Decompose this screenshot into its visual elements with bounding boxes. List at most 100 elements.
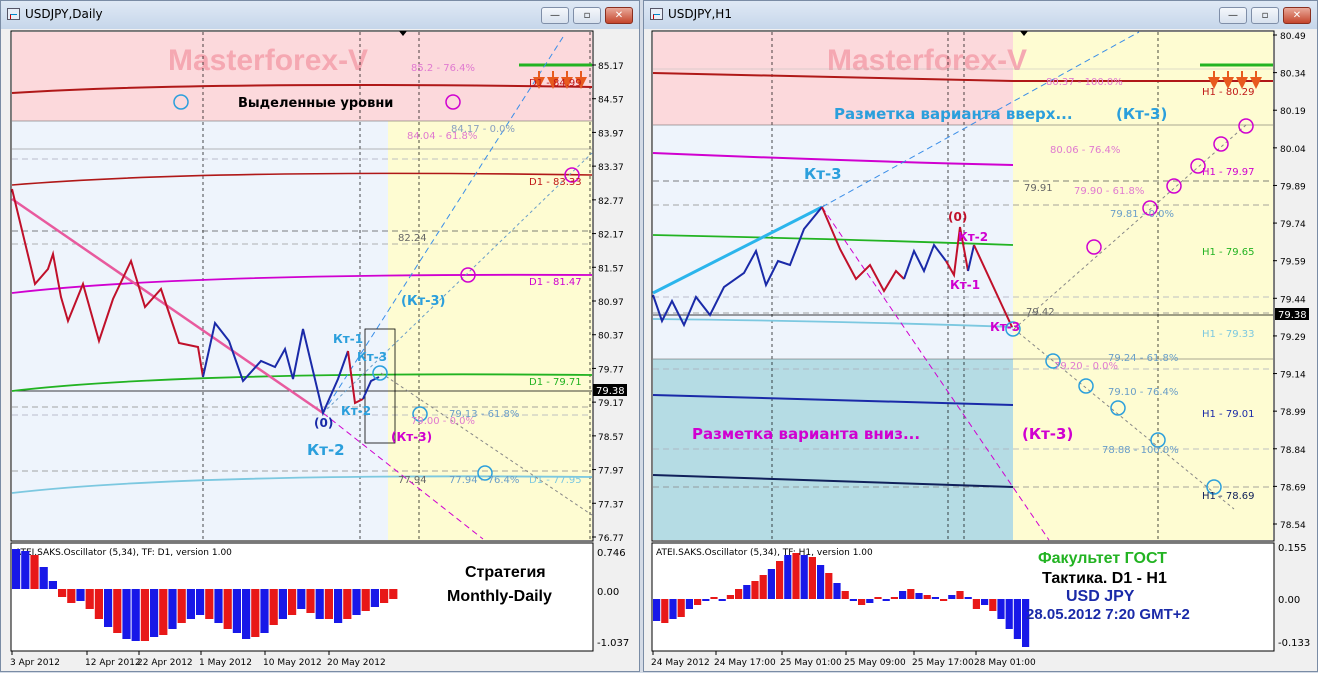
label-h1-79-97: H1 - 79.97 (1202, 167, 1254, 178)
oscillator-bar (940, 599, 948, 601)
footer-datetime: 28.05.2012 7:20 GMT+2 (1026, 606, 1190, 623)
markup-down-label: Разметка варианта вниз... (692, 425, 920, 443)
oscillator-bar (825, 573, 833, 599)
label-kt3: Кт-3 (990, 320, 1020, 334)
right-window-titlebar[interactable]: USDJPY,H1 — ▫ ✕ (644, 1, 1317, 29)
oscillator-bar (168, 589, 177, 629)
label-fib-84-04: 84.04 - 61.8% (407, 131, 477, 142)
oscillator-bar (874, 597, 882, 599)
label-d1-84-99: D1 - 84.99 (529, 78, 582, 89)
selected-levels-label: Выделенные уровни (238, 96, 393, 111)
oscillator-bar (694, 599, 702, 605)
label-kt2-small: Кт-2 (341, 404, 371, 418)
oscillator-bar (759, 575, 767, 599)
oscillator-zero: 0.00 (597, 587, 619, 598)
oscillator-bar (677, 599, 685, 617)
right-chart[interactable]: Masterforex-V (644, 29, 1317, 673)
label-kt3: Кт-3 (357, 350, 387, 364)
oscillator-bar (306, 589, 315, 613)
oscillator-bar (361, 589, 370, 611)
label-kt1: Кт-1 (333, 332, 363, 346)
right-chart-window[interactable]: USDJPY,H1 — ▫ ✕ Masterforex-V (643, 0, 1318, 672)
oscillator-bar (205, 589, 214, 619)
price-tick: 81.57 (598, 264, 624, 274)
left-window-titlebar[interactable]: USDJPY,Daily — ▫ ✕ (1, 1, 639, 29)
oscillator-bar (48, 581, 57, 589)
oscillator-bar (784, 555, 792, 599)
price-tick: 85.17 (598, 62, 624, 72)
oscillator-bar (841, 591, 849, 599)
price-tick: 82.17 (598, 231, 624, 241)
oscillator-bar (718, 599, 726, 601)
maximize-button[interactable]: ▫ (573, 7, 601, 24)
oscillator-bar (702, 599, 710, 601)
price-tick: 79.29 (1280, 333, 1306, 343)
oscillator-bar (177, 589, 186, 623)
oscillator-bar (931, 597, 939, 599)
minimize-button[interactable]: — (1219, 7, 1247, 24)
minimize-button[interactable]: — (541, 7, 569, 24)
oscillator-bar (653, 599, 661, 621)
oscillator-bar (39, 567, 48, 589)
time-tick: 22 Apr 2012 (137, 658, 193, 668)
price-tick: 83.97 (598, 129, 624, 139)
oscillator-bar (685, 599, 693, 609)
time-tick: 20 May 2012 (327, 658, 386, 668)
label-zero: (0) (314, 416, 333, 430)
oscillator-bar (661, 599, 669, 623)
price-tick: 83.37 (598, 163, 624, 173)
price-tick: 79.77 (598, 365, 624, 375)
label-kt3-paren-mag: (Кт-3) (391, 430, 432, 444)
left-chart[interactable]: Masterforex-V (3, 29, 639, 673)
left-chart-window[interactable]: USDJPY,Daily — ▫ ✕ Masterforex-V (0, 0, 640, 672)
label-kt2: Кт-2 (958, 230, 988, 244)
oscillator-bar (956, 591, 964, 599)
close-button[interactable]: ✕ (1283, 7, 1311, 24)
price-tick: 77.97 (598, 467, 624, 477)
label-kt3-top: Кт-3 (804, 165, 842, 183)
oscillator-bar (370, 589, 379, 607)
oscillator-bar (948, 595, 956, 599)
oscillator-title: ATEI.SAKS.Oscillator (5,34), TF: H1, ver… (656, 548, 873, 558)
yellow-zone (1013, 32, 1273, 540)
oscillator-bar (131, 589, 140, 641)
price-tick: 78.69 (1280, 483, 1306, 493)
oscillator-bar (767, 569, 775, 599)
oscillator-bar (997, 599, 1005, 619)
price-tick: 82.77 (598, 197, 624, 207)
oscillator-bar (297, 589, 306, 609)
label-h1-79-65: H1 - 79.65 (1202, 247, 1254, 258)
oscillator-bar (710, 597, 718, 599)
oscillator-bar (334, 589, 343, 623)
markup-up-label: Разметка варианта вверх... (834, 105, 1073, 123)
label-kt2-big: Кт-2 (307, 441, 345, 459)
oscillator-bar (30, 555, 39, 589)
oscillator-bar (866, 599, 874, 603)
oscillator-bar (21, 551, 30, 589)
label-h1-79-01: H1 - 79.01 (1202, 409, 1254, 420)
oscillator-histogram (12, 549, 398, 641)
oscillator-bar (849, 599, 857, 601)
time-tick: 28 May 01:00 (974, 658, 1036, 668)
footer-faculty: Факультет ГОСТ (1038, 550, 1167, 567)
oscillator-bar (113, 589, 122, 633)
oscillator-bar (669, 599, 677, 619)
close-button[interactable]: ✕ (605, 7, 633, 24)
maximize-button[interactable]: ▫ (1251, 7, 1279, 24)
oscillator-bar (260, 589, 269, 633)
chart-window-icon (650, 8, 663, 20)
watermark: Masterforex-V (827, 44, 1027, 77)
oscillator-bar (858, 599, 866, 605)
watermark: Masterforex-V (168, 44, 368, 77)
label-d1-81-47: D1 - 81.47 (529, 277, 582, 288)
right-window-title: USDJPY,H1 (668, 7, 732, 21)
red-zone (653, 32, 1013, 125)
label-79-42: 79.42 (1026, 307, 1055, 318)
oscillator-bar (882, 599, 890, 601)
price-tick: 79.17 (598, 399, 624, 409)
oscillator-bar (343, 589, 352, 619)
label-79-91: 79.91 (1024, 183, 1053, 194)
label-fib-84-17: 84.17 - 0.0% (451, 124, 515, 135)
oscillator-bar (196, 589, 205, 615)
oscillator-bar (251, 589, 260, 637)
